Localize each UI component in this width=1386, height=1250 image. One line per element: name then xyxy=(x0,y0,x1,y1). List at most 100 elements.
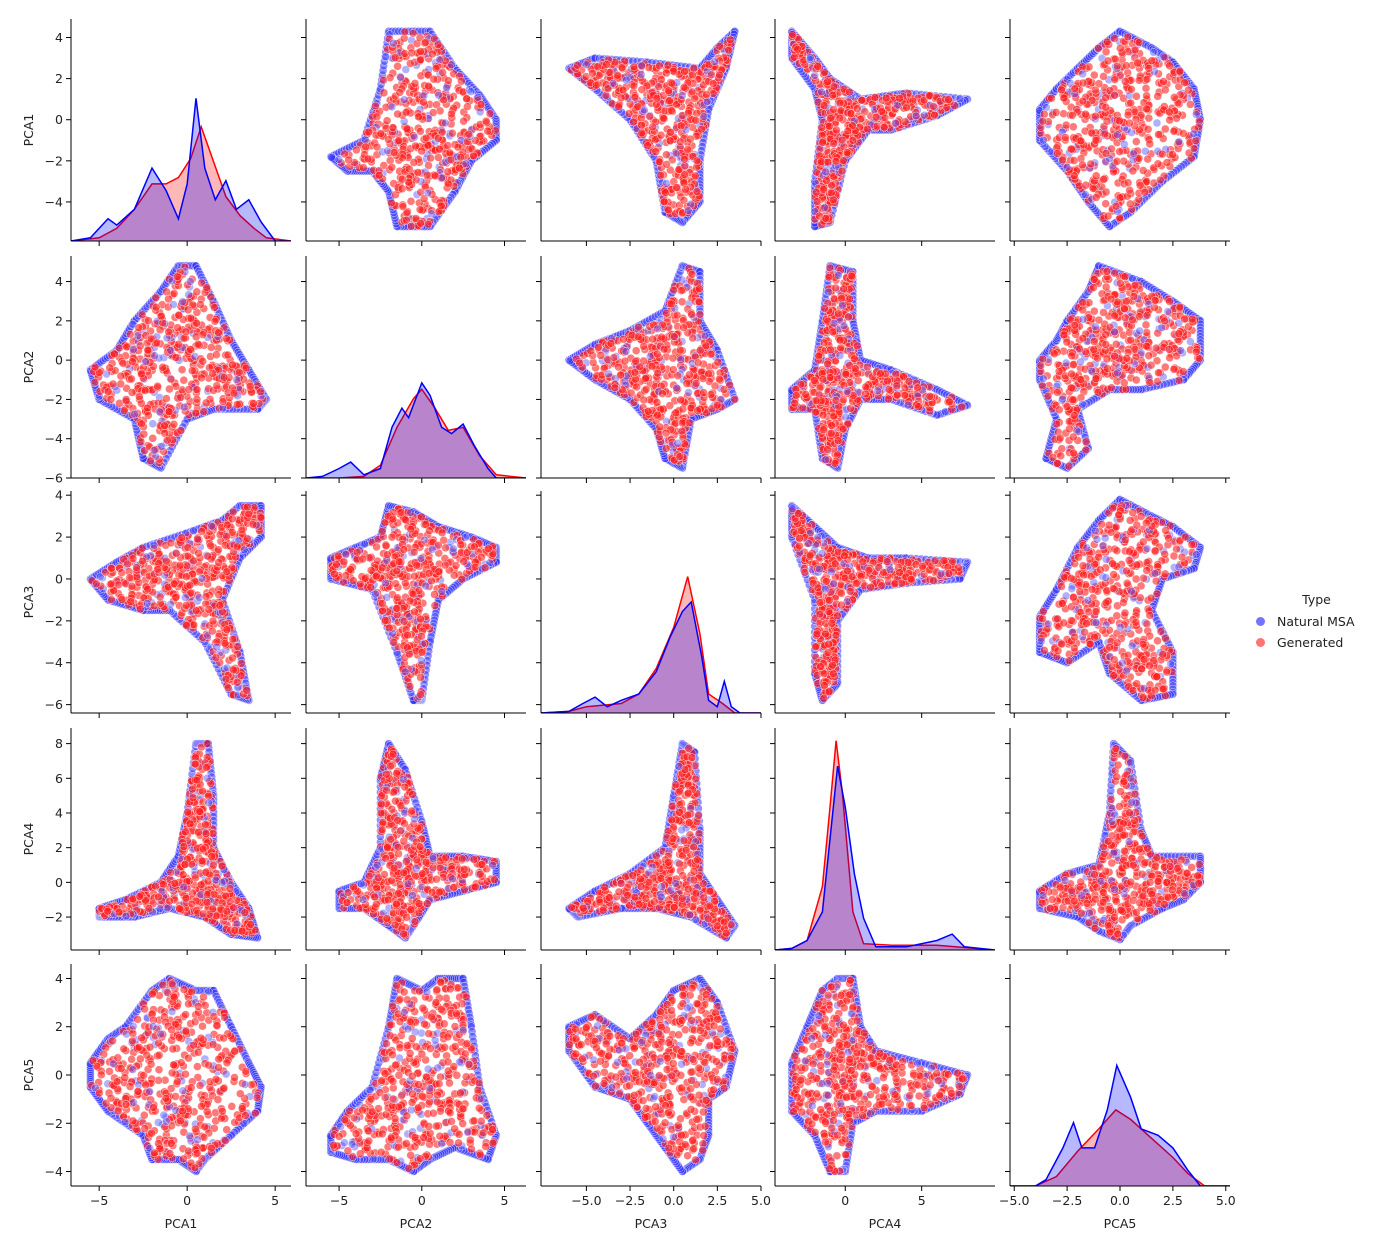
point-generated xyxy=(127,388,137,397)
point-generated xyxy=(1091,85,1100,95)
point-generated xyxy=(902,103,911,112)
point-generated xyxy=(171,353,181,362)
point-generated xyxy=(429,74,438,84)
y-tick-label: 0 xyxy=(55,353,63,368)
point-generated xyxy=(426,153,435,163)
point-generated xyxy=(223,350,233,360)
point-generated xyxy=(1081,109,1090,119)
point-generated xyxy=(695,297,704,307)
point-generated xyxy=(409,158,418,167)
point-generated xyxy=(222,334,231,343)
point-natural xyxy=(423,188,433,198)
point-generated xyxy=(692,109,702,118)
point-generated xyxy=(1179,129,1188,138)
point-generated xyxy=(1101,93,1110,103)
point-generated xyxy=(160,421,169,430)
point-generated xyxy=(575,358,584,368)
point-generated xyxy=(431,171,440,181)
point-generated xyxy=(1091,136,1101,145)
point-generated xyxy=(219,373,229,382)
point-generated xyxy=(676,395,685,405)
point-natural xyxy=(141,357,150,366)
point-generated xyxy=(136,437,146,447)
point-generated xyxy=(688,333,697,343)
point-generated xyxy=(389,148,399,157)
point-generated xyxy=(707,70,716,79)
point-generated xyxy=(419,97,428,107)
point-generated xyxy=(627,388,636,398)
point-generated xyxy=(382,116,392,125)
point-generated xyxy=(1103,56,1113,66)
point-generated xyxy=(656,130,666,140)
point-generated xyxy=(1100,129,1110,139)
point-generated xyxy=(687,87,697,97)
point-generated xyxy=(662,309,671,318)
point-generated xyxy=(719,385,729,394)
point-generated xyxy=(1110,75,1120,84)
point-generated xyxy=(1078,62,1087,71)
point-natural xyxy=(817,87,826,97)
point-generated xyxy=(676,346,685,355)
point-generated xyxy=(1141,84,1151,93)
point-generated xyxy=(619,335,628,344)
point-generated xyxy=(162,287,171,296)
point-generated xyxy=(790,53,799,62)
point-generated xyxy=(144,411,153,420)
point-generated xyxy=(1154,69,1163,79)
point-generated xyxy=(812,197,822,206)
point-generated xyxy=(1162,158,1172,167)
point-generated xyxy=(127,374,136,384)
point-natural xyxy=(166,346,175,355)
point-natural xyxy=(891,119,900,128)
point-generated xyxy=(634,332,643,341)
point-generated xyxy=(715,56,724,65)
point-generated xyxy=(1191,136,1201,146)
point-generated xyxy=(159,447,168,456)
point-generated xyxy=(715,374,724,384)
point-generated xyxy=(417,146,426,156)
point-generated xyxy=(843,148,852,157)
point-generated xyxy=(837,166,847,176)
point-generated xyxy=(1186,100,1195,109)
point-generated xyxy=(826,114,835,123)
point-generated xyxy=(173,272,182,281)
point-generated xyxy=(1134,38,1144,47)
point-generated xyxy=(188,366,197,375)
point-natural xyxy=(1078,69,1087,79)
point-generated xyxy=(884,394,893,404)
point-generated xyxy=(398,174,407,184)
scatter-points xyxy=(1035,27,1205,231)
point-generated xyxy=(901,117,910,127)
point-generated xyxy=(668,353,678,363)
point-generated xyxy=(384,135,393,144)
point-generated xyxy=(143,345,153,355)
point-generated xyxy=(393,109,402,119)
point-generated xyxy=(1071,93,1080,102)
point-generated xyxy=(144,316,153,325)
point-generated xyxy=(481,116,491,126)
point-generated xyxy=(435,106,445,116)
point-natural xyxy=(400,95,409,104)
point-generated xyxy=(662,68,671,78)
point-generated xyxy=(409,131,418,140)
point-generated xyxy=(476,100,486,109)
point-natural xyxy=(1152,118,1162,128)
point-generated xyxy=(832,125,841,135)
point-generated xyxy=(1110,34,1119,43)
point-generated xyxy=(1174,138,1183,147)
point-generated xyxy=(158,318,168,328)
point-generated xyxy=(1142,104,1151,114)
point-natural xyxy=(920,111,929,120)
point-generated xyxy=(648,122,657,132)
scatter-points xyxy=(86,261,271,473)
point-generated xyxy=(381,103,391,112)
kde-generated-pca2-fill xyxy=(306,389,526,478)
point-generated xyxy=(1125,118,1134,128)
point-generated xyxy=(196,300,205,309)
point-generated xyxy=(664,205,673,215)
point-generated xyxy=(846,404,855,413)
point-natural xyxy=(378,147,387,157)
point-generated xyxy=(359,163,368,172)
point-generated xyxy=(1078,96,1088,106)
point-generated xyxy=(192,287,202,296)
